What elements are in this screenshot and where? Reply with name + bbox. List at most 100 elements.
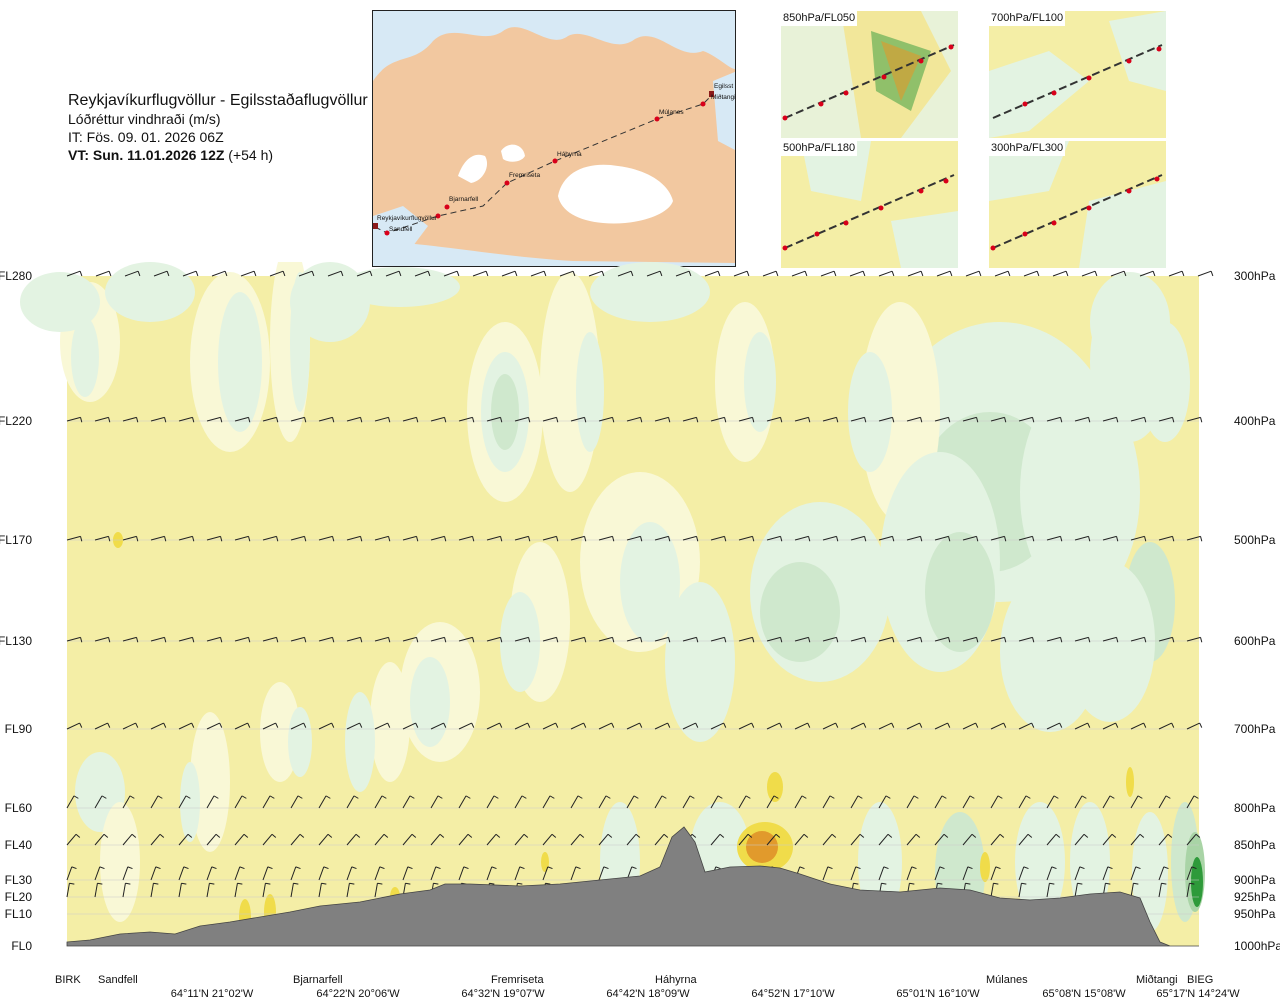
- wind-barb: [178, 795, 191, 809]
- velocity-contour: [100, 802, 140, 922]
- wind-barb: [458, 535, 475, 542]
- wind-barb: [1158, 416, 1175, 423]
- wind-barb: [402, 866, 413, 881]
- wind-barb: [374, 795, 387, 809]
- valid-time-main: VT: Sun. 11.01.2026 12Z: [68, 147, 225, 163]
- wind-barb: [66, 833, 81, 846]
- wind-barb: [94, 866, 105, 881]
- wind-barb: [262, 795, 275, 809]
- station-axis: BIRK Sandfell Bjarnarfell Fremriseta Háhyrna…: [55, 974, 1213, 986]
- wind-barb: [542, 833, 557, 846]
- wind-barb: [934, 722, 951, 730]
- velocity-contour: [500, 592, 540, 692]
- right-axis-tick: 500hPa: [1234, 533, 1276, 547]
- wind-barb: [318, 795, 331, 809]
- wind-barb: [66, 535, 83, 542]
- variable-label: Lóðréttur vindhraði (m/s): [68, 111, 221, 127]
- wind-barb: [738, 833, 753, 846]
- wind-barb: [598, 636, 615, 643]
- wind-barb: [1102, 416, 1119, 423]
- wind-barb: [1074, 636, 1091, 643]
- wind-barb: [514, 535, 531, 542]
- coordinate-label: 64°52'N 17°10'W: [751, 988, 835, 1000]
- wind-barb: [906, 833, 921, 846]
- wind-barb: [486, 636, 503, 643]
- wind-barb: [654, 833, 669, 846]
- wind-barb: [1158, 866, 1169, 881]
- wind-barb: [570, 833, 585, 846]
- chart-body: [20, 262, 1205, 946]
- wind-barb: [153, 270, 170, 277]
- mini-map-500: 500hPa/FL180: [781, 141, 958, 268]
- wind-barb: [962, 866, 973, 881]
- velocity-contour: [1191, 857, 1203, 907]
- wind-barb: [290, 636, 307, 643]
- wind-barb: [1130, 866, 1141, 881]
- wind-barb: [206, 636, 223, 643]
- wind-barb: [458, 416, 475, 423]
- wind-barb: [675, 270, 692, 277]
- wind-barb: [122, 535, 139, 542]
- wind-barb: [122, 795, 135, 809]
- wind-barb: [936, 270, 953, 277]
- wind-barb: [559, 270, 576, 277]
- wind-barb: [206, 795, 219, 809]
- mini-map-label: 300hPa/FL300: [989, 141, 1066, 156]
- wind-barb: [374, 833, 389, 846]
- terrain-profile: [66, 826, 1199, 947]
- right-axis-tick: 400hPa: [1234, 414, 1276, 428]
- waypoint-label: Miðtangi: [711, 93, 736, 101]
- wind-barb: [598, 866, 609, 881]
- wind-barb: [570, 722, 587, 730]
- wind-barb: [570, 535, 587, 542]
- left-axis-tick: FL0: [11, 939, 32, 953]
- velocity-contour: [410, 657, 450, 747]
- wind-barb: [1074, 866, 1085, 881]
- wind-barb: [850, 795, 863, 809]
- wind-barb: [94, 535, 111, 542]
- wind-barb: [626, 833, 641, 846]
- wind-barb: [1186, 722, 1203, 730]
- wind-barb: [1158, 795, 1171, 809]
- wind-barb: [934, 795, 947, 809]
- wind-barb: [822, 416, 839, 423]
- wind-barb: [458, 866, 469, 881]
- wind-barb: [486, 866, 497, 881]
- wind-barb: [290, 535, 307, 542]
- wind-barb: [906, 636, 923, 643]
- left-axis-tick: FL220: [0, 414, 32, 428]
- wind-barb: [1130, 636, 1147, 643]
- wind-barb: [962, 535, 979, 542]
- wind-barb: [542, 636, 559, 643]
- wind-barb: [1018, 636, 1035, 643]
- wind-barb: [178, 866, 189, 881]
- wind-barb: [458, 833, 473, 846]
- wind-barb: [878, 636, 895, 643]
- wind-barb: [907, 270, 924, 277]
- wind-barb: [990, 795, 1003, 809]
- wind-barb: [94, 882, 103, 898]
- wind-barb: [962, 416, 979, 423]
- wind-barb: [240, 270, 257, 277]
- wind-barb: [1102, 795, 1115, 809]
- wind-barb: [182, 270, 199, 277]
- wind-barb: [206, 535, 223, 542]
- wind-barb: [374, 722, 391, 730]
- wind-barb: [850, 636, 867, 643]
- wind-barb: [1018, 795, 1031, 809]
- wind-barb: [1046, 795, 1059, 809]
- wind-barb: [850, 722, 867, 730]
- wind-barb: [822, 833, 837, 846]
- velocity-contour: [767, 772, 783, 802]
- wind-barb: [1046, 866, 1057, 881]
- route-title: Reykjavíkurflugvöllur - Egilsstaðaflugvö…: [68, 92, 368, 109]
- waypoint-label: Múlanes: [659, 109, 684, 116]
- wind-barb: [234, 416, 251, 423]
- velocity-contour: [190, 712, 230, 852]
- wind-barb: [822, 535, 839, 542]
- wind-barb: [94, 416, 111, 423]
- waypoint-label: Reykjavíkurflugvöllur: [377, 215, 438, 222]
- wind-barb: [356, 270, 373, 277]
- wind-barb: [262, 535, 279, 542]
- wind-barb: [514, 722, 531, 730]
